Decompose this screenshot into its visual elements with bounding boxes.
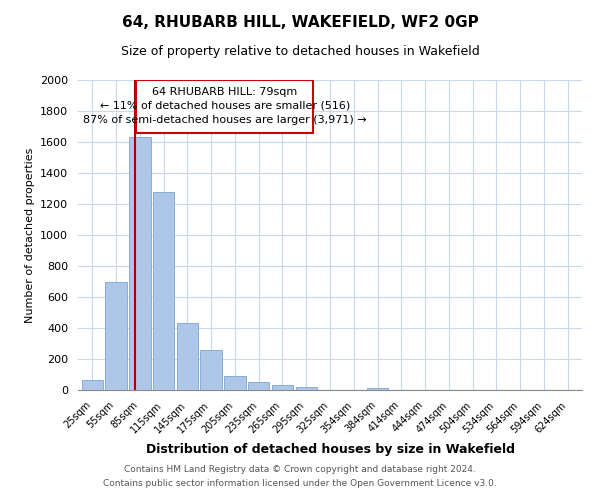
Bar [367, 388, 388, 390]
Text: 87% of semi-detached houses are larger (3,971) →: 87% of semi-detached houses are larger (… [83, 114, 367, 124]
Text: Contains HM Land Registry data © Crown copyright and database right 2024.
Contai: Contains HM Land Registry data © Crown c… [103, 466, 497, 487]
Bar [296, 387, 317, 390]
Bar [200, 350, 222, 390]
Text: 64, RHUBARB HILL, WAKEFIELD, WF2 0GP: 64, RHUBARB HILL, WAKEFIELD, WF2 0GP [122, 15, 478, 30]
Bar [106, 282, 127, 390]
Bar [224, 376, 245, 390]
X-axis label: Distribution of detached houses by size in Wakefield: Distribution of detached houses by size … [146, 443, 515, 456]
Bar [176, 322, 198, 390]
Text: Size of property relative to detached houses in Wakefield: Size of property relative to detached ho… [121, 45, 479, 58]
Bar [272, 386, 293, 390]
FancyBboxPatch shape [136, 80, 313, 132]
Text: 64 RHUBARB HILL: 79sqm: 64 RHUBARB HILL: 79sqm [152, 88, 298, 98]
Bar [153, 192, 174, 390]
Text: ← 11% of detached houses are smaller (516): ← 11% of detached houses are smaller (51… [100, 100, 350, 110]
Bar [129, 138, 151, 390]
Y-axis label: Number of detached properties: Number of detached properties [25, 148, 35, 322]
Bar [82, 380, 103, 390]
Bar [248, 382, 269, 390]
